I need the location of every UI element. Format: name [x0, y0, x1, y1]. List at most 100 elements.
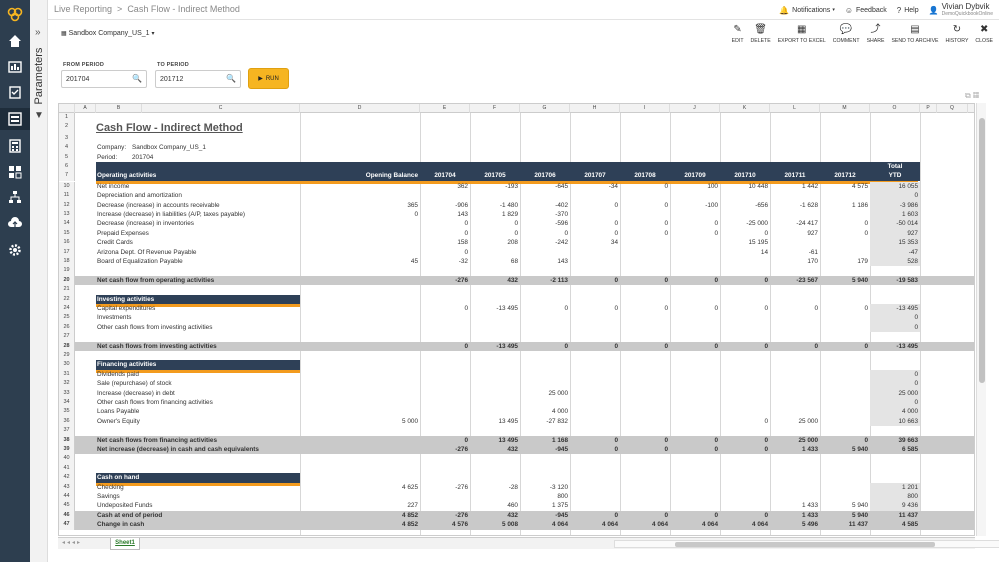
row-number[interactable]: 28	[59, 341, 75, 351]
share-button[interactable]: ⤴ SHARE	[867, 24, 885, 44]
row-number[interactable]: 32	[59, 379, 75, 389]
column-header[interactable]: F	[470, 104, 520, 113]
row-number[interactable]: 25	[59, 313, 75, 323]
row-number[interactable]: 31	[59, 369, 75, 380]
row-number[interactable]: 11	[59, 191, 75, 201]
search-icon[interactable]: 🔍	[132, 74, 142, 83]
to-period-input[interactable]: 201712 🔍	[155, 70, 241, 88]
run-button[interactable]: ▶ RUN	[248, 68, 289, 89]
column-header[interactable]: C	[142, 104, 300, 113]
spreadsheet-grid[interactable]: A B C D E F G H I J K L M O P Q 1 2 Cash Flow - Indirect M…	[58, 103, 975, 536]
horizontal-scroll-thumb[interactable]	[675, 542, 935, 547]
horizontal-scrollbar[interactable]	[614, 540, 999, 548]
home-icon[interactable]	[8, 34, 22, 48]
row-number[interactable]: 5	[59, 152, 75, 162]
hierarchy-icon[interactable]	[8, 190, 22, 204]
grid-view-icon[interactable]: ▦	[972, 91, 980, 100]
row-number[interactable]: 21	[59, 285, 75, 295]
row-number[interactable]: 43	[59, 482, 75, 492]
row-number[interactable]: 12	[59, 200, 75, 210]
row-number[interactable]: 20	[59, 275, 75, 286]
data-grid-icon[interactable]	[8, 165, 22, 179]
row-number[interactable]: 2	[59, 122, 75, 135]
row-number[interactable]: 42	[59, 473, 75, 483]
external-link-icon[interactable]: ⧉	[965, 91, 971, 100]
history-button[interactable]: ↻ HISTORY	[946, 24, 969, 44]
row-number[interactable]: 15	[59, 228, 75, 239]
row-number[interactable]: 22	[59, 294, 75, 304]
edit-button[interactable]: ✎ EDIT	[732, 24, 744, 44]
parameters-panel[interactable]: » Parameters ▼	[30, 0, 48, 562]
row-number[interactable]: 37	[59, 426, 75, 436]
row-number[interactable]: 18	[59, 257, 75, 267]
column-header[interactable]: B	[96, 104, 142, 113]
column-header[interactable]: L	[770, 104, 820, 113]
archive-button[interactable]: ▤ SEND TO ARCHIVE	[891, 24, 938, 44]
tab-nav-arrows[interactable]: ◂◂◂▸	[62, 540, 83, 546]
row-number[interactable]: 33	[59, 388, 75, 398]
search-icon[interactable]: 🔍	[226, 74, 236, 83]
from-period-input[interactable]: 201704 🔍	[61, 70, 147, 88]
report-icon[interactable]	[8, 112, 22, 126]
row-number[interactable]: 7	[59, 171, 75, 181]
row-number[interactable]: 24	[59, 304, 75, 314]
clipboard-icon[interactable]	[8, 85, 22, 99]
column-header[interactable]: D	[300, 104, 420, 113]
row-number[interactable]: 38	[59, 435, 75, 445]
row-number[interactable]: 45	[59, 501, 75, 511]
row-number[interactable]: 3	[59, 133, 75, 144]
filter-icon[interactable]: ▼	[34, 110, 44, 121]
row-number[interactable]: 36	[59, 416, 75, 427]
column-header[interactable]: J	[670, 104, 720, 113]
delete-button[interactable]: 🗑 DELETE	[751, 24, 771, 44]
row-number[interactable]: 34	[59, 398, 75, 408]
column-header[interactable]: G	[520, 104, 570, 113]
column-header[interactable]: P	[920, 104, 937, 113]
column-header[interactable]: E	[420, 104, 470, 113]
row-number[interactable]: 44	[59, 492, 75, 502]
feedback-button[interactable]: ☺ Feedback	[845, 6, 887, 15]
row-number[interactable]: 30	[59, 360, 75, 370]
row-number[interactable]: 14	[59, 219, 75, 229]
corner-cell[interactable]	[59, 104, 75, 113]
row-number[interactable]: 40	[59, 454, 75, 464]
column-header[interactable]: Q	[937, 104, 968, 113]
row-number[interactable]: 10	[59, 181, 75, 192]
breadcrumb-parent[interactable]: Live Reporting	[54, 4, 113, 14]
row-number[interactable]: 4	[59, 143, 75, 153]
expand-icon[interactable]: »	[35, 27, 41, 38]
vertical-scroll-thumb[interactable]	[979, 118, 985, 383]
company-select[interactable]: ▦ Sandbox Company_US_1 ▾	[61, 30, 155, 37]
export-excel-button[interactable]: ▦ EXPORT TO EXCEL	[778, 24, 826, 44]
column-header[interactable]: I	[620, 104, 670, 113]
row-number[interactable]: 6	[59, 162, 75, 172]
help-button[interactable]: ? Help	[897, 6, 919, 15]
row-number[interactable]: 47	[59, 520, 75, 530]
row-number[interactable]: 27	[59, 332, 75, 342]
column-header[interactable]: M	[820, 104, 870, 113]
tab-sheet1[interactable]: Sheet1	[110, 538, 140, 550]
dashboard-icon[interactable]	[8, 60, 22, 74]
column-header[interactable]: A	[75, 104, 96, 113]
row-number[interactable]: 26	[59, 322, 75, 333]
notifications-button[interactable]: 🔔 Notifications ▾	[779, 6, 835, 15]
row-number[interactable]: 39	[59, 445, 75, 455]
row-number[interactable]: 29	[59, 351, 75, 361]
row-number[interactable]: 35	[59, 407, 75, 417]
row-number[interactable]: 1	[59, 113, 75, 123]
row-number[interactable]: 19	[59, 266, 75, 276]
close-button[interactable]: ✖ CLOSE	[975, 24, 993, 44]
row-number[interactable]: 16	[59, 238, 75, 248]
row-number[interactable]: 13	[59, 210, 75, 220]
comment-button[interactable]: 💬 COMMENT	[833, 24, 860, 44]
vertical-scrollbar[interactable]	[976, 103, 986, 536]
column-header[interactable]: O	[870, 104, 920, 113]
row-number[interactable]: 17	[59, 247, 75, 257]
settings-icon[interactable]	[8, 243, 22, 257]
column-header[interactable]: H	[570, 104, 620, 113]
user-menu[interactable]: 👤 Vivian Dybvik DemoQuickbookOnline	[929, 3, 993, 18]
row-number[interactable]: 41	[59, 463, 75, 474]
row-number[interactable]: 46	[59, 510, 75, 521]
cloud-upload-icon[interactable]	[8, 216, 22, 230]
calculator-icon[interactable]	[8, 139, 22, 153]
